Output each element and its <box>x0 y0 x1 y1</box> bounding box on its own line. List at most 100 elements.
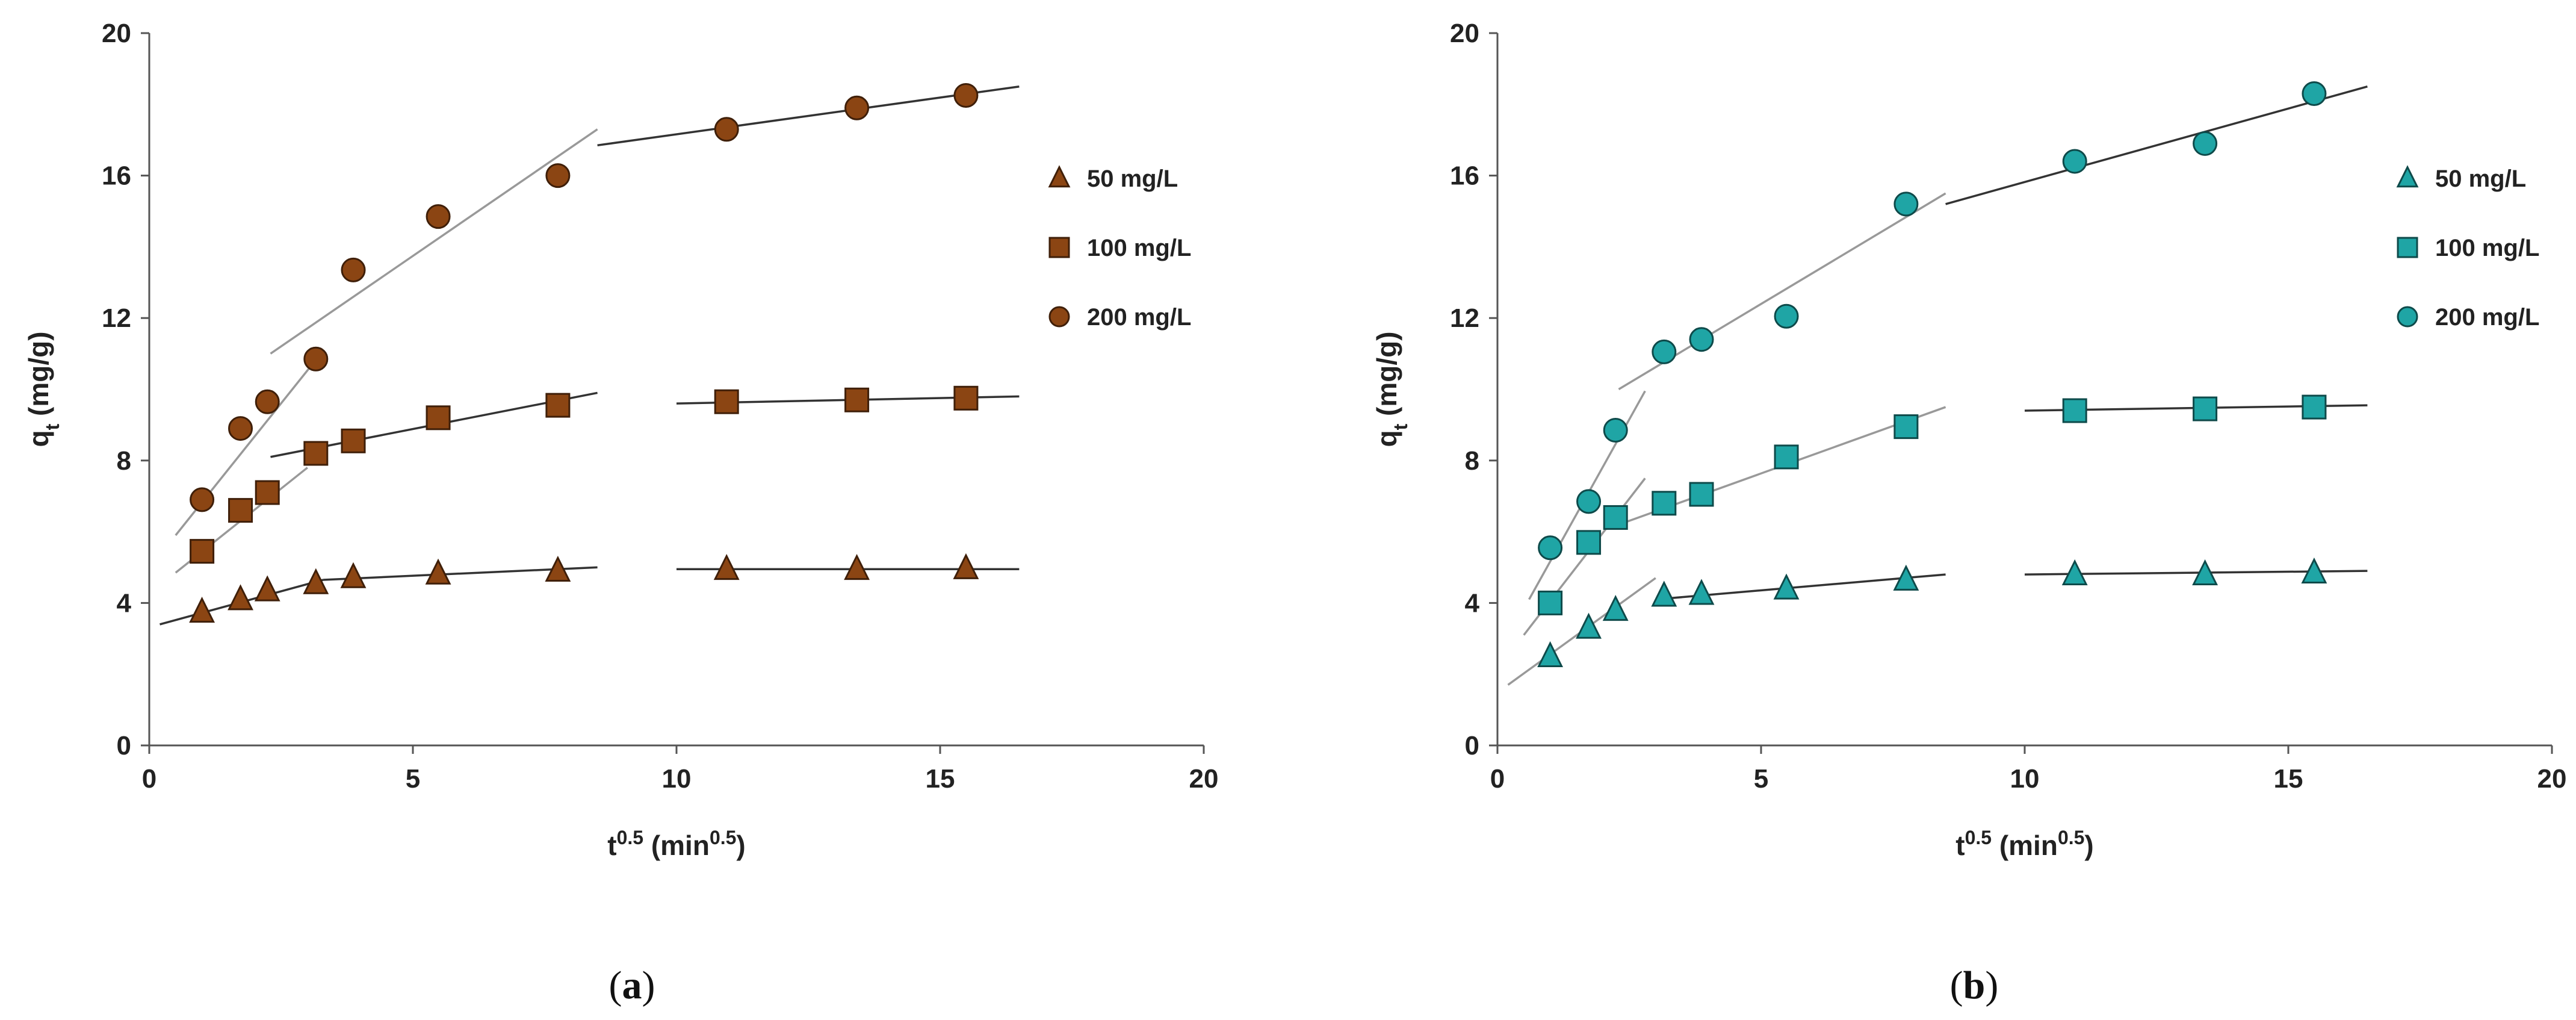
panel-b-point-200-mg-l <box>1774 303 1799 329</box>
panel-b-point-100-mg-l <box>1538 590 1563 615</box>
panel-a-x-axis-label-sup: 0.5 <box>617 827 643 848</box>
panel-a-y-axis-label-unit: (mg/g) <box>23 331 54 423</box>
panel-a-caption: (a) <box>609 963 655 1007</box>
panel-b-x-tick-label: 10 <box>2010 764 2040 794</box>
panel-b-x-axis-label-part: ) <box>2084 830 2093 861</box>
panel-a-point-100-mg-l <box>341 428 366 453</box>
panel-a-point-100-mg-l <box>255 480 280 505</box>
panel-a-legend-label-200-mg-l: 200 mg/L <box>1087 304 1191 331</box>
panel-a-x-tick-label: 10 <box>662 764 692 794</box>
panel-a-fit-line <box>597 85 1020 147</box>
panel-b-point-100-mg-l <box>1774 444 1799 470</box>
panel-a-y-tick-label: 0 <box>117 731 131 760</box>
panel-b-y-tick-label: 16 <box>1450 161 1479 191</box>
panel-b-legend-label-100-mg-l: 100 mg/L <box>2435 235 2539 261</box>
panel-a-point-200-mg-l <box>303 346 329 372</box>
panel-a-y-tick-label: 8 <box>117 446 131 476</box>
panel-b-point-50-mg-l <box>2192 559 2218 585</box>
panel-a-point-200-mg-l <box>953 83 979 108</box>
panel-a-y-axis-label-base: q <box>23 430 54 447</box>
panel-b-point-200-mg-l <box>1652 339 1677 364</box>
panel-b-point-50-mg-l <box>1893 564 1919 591</box>
panel-b-point-100-mg-l <box>1689 482 1714 507</box>
panel-b-point-50-mg-l <box>1602 595 1629 621</box>
panel-a-point-200-mg-l <box>844 95 870 120</box>
panel-b-caption-open: ( <box>1950 963 1963 1007</box>
panel-a-point-50-mg-l <box>254 575 280 602</box>
panel-a-point-100-mg-l <box>190 539 215 564</box>
panel-a-y-axis-label: qt (mg/g) <box>23 331 63 447</box>
panel-a-caption-letter: a <box>622 963 642 1007</box>
panel-a-fit-line <box>270 128 598 355</box>
panel-b-x-axis-label-part: (min <box>1992 830 2058 861</box>
panel-b-y-axis-label: qt (mg/g) <box>1371 331 1411 447</box>
panel-b-point-100-mg-l <box>2302 394 2327 420</box>
panel-b-point-50-mg-l <box>1537 641 1564 668</box>
panel-b-y-tick-label: 20 <box>1450 19 1479 48</box>
panel-a-point-100-mg-l <box>228 498 253 523</box>
panel-a-legend-marker-200-mg-l <box>1048 306 1070 328</box>
panel-b-y-axis-label-sub: t <box>1390 423 1411 430</box>
panel-a-y-tick-label: 12 <box>102 303 131 333</box>
panel-a-point-50-mg-l <box>953 553 979 579</box>
panel-a-x-axis-label-part: (min <box>643 830 710 861</box>
panel-a-point-50-mg-l <box>303 568 329 594</box>
panel-a-x-axis-label-part: ) <box>736 830 745 861</box>
panel-b-y-tick-label: 12 <box>1450 303 1479 333</box>
panel-a-point-50-mg-l <box>340 562 367 588</box>
panel-a-x-tick-label: 5 <box>406 764 420 794</box>
panel-b-point-50-mg-l <box>2301 557 2327 584</box>
panel-b-x-axis-label-part: t <box>1955 830 1965 861</box>
panel-a-legend-marker-100-mg-l <box>1048 237 1070 258</box>
panel-b-caption-letter: b <box>1963 963 1986 1007</box>
panel-b-y-axis-label-base: q <box>1371 430 1402 447</box>
panel-b-point-200-mg-l <box>1603 418 1628 443</box>
panel-a-x-axis-label-part: t <box>607 830 616 861</box>
panel-a-caption-close: ) <box>642 963 655 1007</box>
panel-b-legend-marker-200-mg-l <box>2397 306 2418 328</box>
panel-a-point-50-mg-l <box>189 596 215 623</box>
panel-a-caption-open: ( <box>609 963 622 1007</box>
panel-b-point-100-mg-l <box>2062 398 2087 423</box>
panel-a-y-tick-label: 16 <box>102 161 131 191</box>
panel-b-y-axis-label-unit: (mg/g) <box>1371 331 1402 423</box>
panel-a-point-100-mg-l <box>303 441 329 466</box>
panel-b-legend-marker-100-mg-l <box>2397 237 2418 258</box>
panel-a-y-tick-label: 20 <box>102 19 131 48</box>
panel-b-point-100-mg-l <box>1652 491 1677 516</box>
panel-b-point-200-mg-l <box>2193 131 2218 156</box>
panel-a-point-100-mg-l <box>545 393 571 418</box>
panel-a-y-tick-label: 4 <box>117 588 132 618</box>
panel-b-point-100-mg-l <box>1603 505 1628 530</box>
panel-a-point-100-mg-l <box>953 385 979 411</box>
panel-b-point-50-mg-l <box>1651 580 1677 607</box>
panel-b-point-100-mg-l <box>1893 414 1919 440</box>
panel-a-legend-label-50-mg-l: 50 mg/L <box>1087 166 1178 192</box>
panel-b-x-tick-label: 20 <box>2537 764 2567 794</box>
panel-b-x-tick-label: 5 <box>1754 764 1768 794</box>
panel-b-y-tick-label: 0 <box>1465 731 1479 760</box>
panel-a-legend-label-100-mg-l: 100 mg/L <box>1087 235 1191 261</box>
panel-b-legend-marker-50-mg-l <box>2396 165 2419 188</box>
panel-b-caption-close: ) <box>1985 963 1998 1007</box>
panel-a-point-50-mg-l <box>713 553 740 580</box>
panel-a-point-50-mg-l <box>228 584 253 611</box>
panel-b-legend-label-200-mg-l: 200 mg/L <box>2435 304 2539 331</box>
panel-b-point-200-mg-l <box>1689 327 1714 352</box>
panel-a-point-200-mg-l <box>341 257 366 282</box>
panel-b-x-tick-label: 0 <box>1490 764 1505 794</box>
panel-b-point-200-mg-l <box>2302 81 2327 107</box>
panel-b-point-50-mg-l <box>1688 579 1715 605</box>
panel-b-point-50-mg-l <box>2061 559 2088 585</box>
panel-b-point-200-mg-l <box>2062 149 2087 174</box>
panel-a-y-axis-label-sub: t <box>42 423 63 430</box>
panel-a-point-100-mg-l <box>426 405 451 431</box>
panel-b-legend-label-50-mg-l: 50 mg/L <box>2435 166 2526 192</box>
panel-b-point-50-mg-l <box>1773 573 1800 600</box>
panel-b-caption: (b) <box>1950 963 1999 1007</box>
panel-a-x-axis-label-sup: 0.5 <box>710 827 736 848</box>
panel-a-x-tick-label: 20 <box>1189 764 1219 794</box>
